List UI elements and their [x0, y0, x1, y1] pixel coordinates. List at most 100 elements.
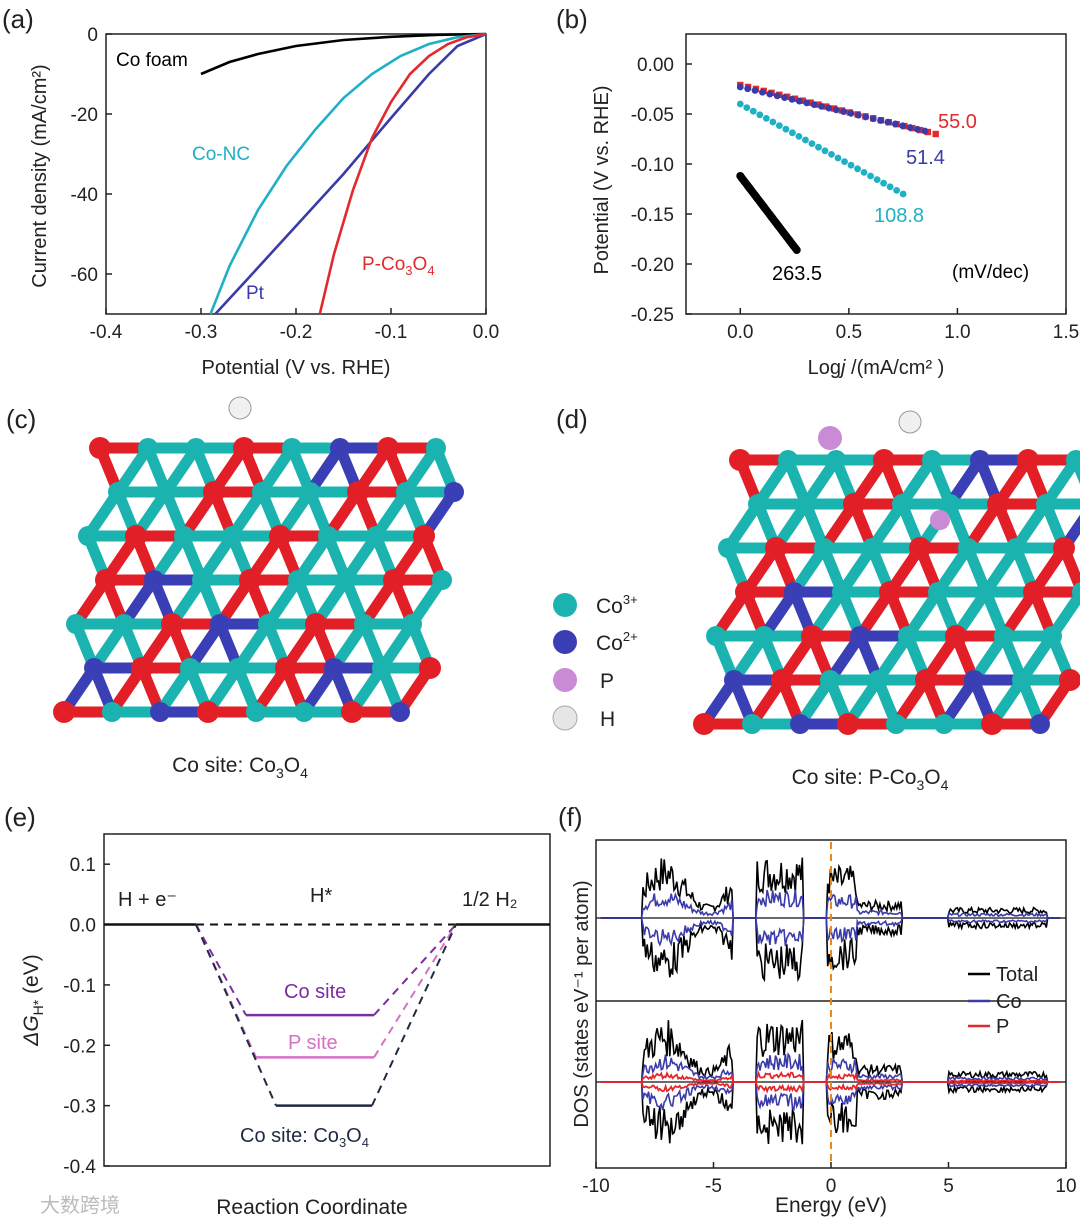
x-tick-label-b: 0.0	[727, 322, 753, 343]
tafel-point	[832, 106, 840, 114]
tafel-point	[899, 122, 907, 130]
tafel-point	[789, 129, 796, 137]
legend-co3-label: Co3+	[596, 592, 638, 618]
y-tick-label-b: -0.25	[631, 305, 674, 326]
atom-o	[873, 449, 895, 471]
atom-o	[161, 613, 183, 635]
tafel-point	[825, 104, 833, 112]
tafel-point	[854, 165, 861, 173]
atom-p	[930, 510, 950, 530]
slope-label-263: 263.5	[772, 263, 822, 285]
atom-o	[765, 537, 787, 559]
x-tick-label-a: -0.1	[375, 322, 408, 343]
y-tick-label-e: -0.3	[63, 1097, 96, 1118]
tafel-point	[914, 125, 921, 133]
plot-frame-b	[685, 33, 1067, 315]
atom-co3	[180, 658, 200, 678]
y-tick-label-e: 0.1	[70, 855, 96, 876]
atom-o	[1017, 449, 1039, 471]
series-line-pt	[214, 32, 487, 315]
tafel-point	[860, 169, 868, 176]
x-tick-label-a: -0.2	[280, 322, 313, 343]
tafel-point	[855, 111, 862, 119]
slope-label-55: 55.0	[938, 111, 977, 133]
atom-co3	[796, 494, 816, 514]
atom-co3	[718, 538, 738, 558]
atom-co3	[294, 702, 314, 722]
atom-co2	[444, 482, 464, 502]
atom-o	[239, 569, 261, 591]
legend-co3-dot	[553, 593, 577, 617]
atom-co2	[970, 450, 990, 470]
state-initial: H + e⁻	[118, 889, 177, 911]
panel-label-a: (a)	[2, 4, 34, 34]
atom-co3	[288, 570, 308, 590]
x-axis-label-e: Reaction Coordinate	[216, 1196, 407, 1219]
atom-co3	[108, 482, 128, 502]
tafel-point	[795, 97, 803, 105]
y-tick-label-e: 0.0	[70, 916, 96, 937]
atom-co3	[862, 538, 882, 558]
atom-co3	[300, 482, 320, 502]
dos-p-curve	[600, 1081, 1061, 1094]
atom-co3	[138, 438, 158, 458]
tafel-point	[736, 100, 744, 108]
atom-co3	[958, 538, 978, 558]
atom-o	[987, 493, 1009, 515]
watermark: 大数跨境	[40, 1194, 120, 1217]
atom-co3	[1066, 450, 1080, 470]
atom-o	[693, 713, 715, 735]
atom-o	[1053, 537, 1075, 559]
tafel-point	[818, 102, 825, 110]
chart-a: -0.4 -0.3 -0.2 -0.1 0.0 0 -20 -40 -60 Potential …	[29, 25, 499, 379]
atom-p	[818, 426, 842, 450]
tafel-point	[782, 125, 790, 133]
atom-co3	[372, 658, 392, 678]
atom-o	[1023, 581, 1045, 603]
atom-o	[735, 581, 757, 603]
atom-o	[305, 613, 327, 635]
tafel-point	[756, 111, 764, 119]
label-p-co3o4: P-Co3O4	[362, 254, 435, 278]
atom-h	[898, 410, 922, 434]
tafel-point	[751, 87, 759, 94]
panel-label-e: (e)	[4, 802, 36, 832]
atom-co3	[354, 614, 374, 634]
y-tick-label-e: -0.2	[63, 1036, 96, 1057]
label-pt: Pt	[246, 283, 265, 304]
atom-co3	[402, 614, 422, 634]
atom-co3	[114, 614, 134, 634]
atom-co3	[174, 526, 194, 546]
atom-o	[729, 449, 751, 471]
atom-o	[915, 669, 937, 691]
tafel-point	[828, 151, 835, 158]
atom-co3	[898, 626, 918, 646]
y-tick-label-a: -60	[71, 265, 98, 286]
atom-o	[95, 569, 117, 591]
atom-co2	[850, 626, 870, 646]
atom-o	[981, 713, 1003, 735]
atom-co3	[366, 526, 386, 546]
legend-co2-label: Co2+	[596, 629, 638, 655]
tafel-point	[886, 183, 894, 191]
legend-p: P	[996, 1016, 1009, 1038]
tafel-point	[906, 124, 914, 131]
tafel-point	[795, 133, 803, 140]
atom-co3	[102, 702, 122, 722]
atom-co3	[318, 526, 338, 546]
atom-o	[837, 713, 859, 735]
tafel-point	[840, 108, 848, 116]
tafel-point	[781, 94, 788, 101]
slope-label-51: 51.4	[906, 147, 945, 169]
atom-o	[1059, 669, 1080, 691]
tafel-point	[815, 101, 822, 108]
legend-total: Total	[996, 964, 1038, 986]
atom-o	[413, 525, 435, 547]
label-co-nc: Co-NC	[192, 144, 250, 165]
atom-o	[341, 701, 363, 723]
atom-co3	[892, 494, 912, 514]
tafel-point	[792, 246, 801, 254]
structure-p-co3o4	[693, 410, 1080, 735]
atom-co2	[784, 582, 804, 602]
